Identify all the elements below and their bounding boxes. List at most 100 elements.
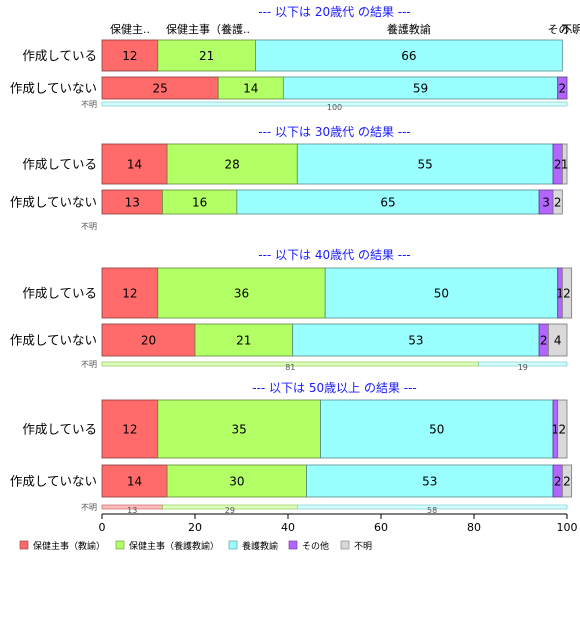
segment-value-label-unknown: 29 (225, 506, 235, 515)
panel-title: --- 以下は 50歳以上 の結果 --- (252, 381, 417, 395)
panel-title: --- 以下は 20歳代 の結果 --- (258, 5, 411, 19)
category-header-label: 不明 (561, 23, 580, 36)
bar-segment (561, 143, 568, 185)
row-label: 作成している (22, 286, 97, 301)
bar-segment (320, 399, 554, 459)
x-tick-label: 20 (188, 521, 202, 534)
bar-segment (561, 267, 573, 319)
row-label-unknown: 不明 (81, 100, 97, 109)
bar-segment (306, 464, 554, 498)
bar-segment (157, 399, 321, 459)
x-tick-label: 0 (99, 521, 106, 534)
bar-segment (157, 267, 326, 319)
row-label-unknown: 不明 (81, 503, 97, 512)
bar-segment (255, 39, 563, 72)
legend-swatch (340, 540, 350, 550)
segment-value-label: 59 (413, 82, 428, 96)
bar-segment (194, 323, 294, 357)
legend-label: 不明 (354, 541, 372, 552)
x-tick-label: 100 (557, 521, 578, 534)
bar-segment (236, 189, 540, 215)
segment-value-label: 2 (554, 196, 562, 210)
segment-value-label: 1 (556, 287, 564, 301)
segment-value-label-unknown: 81 (285, 363, 295, 372)
segment-value-label: 2 (563, 287, 571, 301)
panel-title: --- 以下は 40歳代 の結果 --- (258, 248, 411, 262)
segment-value-label: 36 (234, 287, 249, 301)
segment-value-label-unknown: 13 (127, 506, 137, 515)
bar-segment (166, 143, 298, 185)
bar-segment (162, 189, 238, 215)
legend-label: 養護教諭 (242, 540, 278, 552)
category-header-label: その.. (548, 23, 577, 36)
segment-value-label: 4 (554, 334, 562, 348)
category-header-label: 保健主事（養護.. (166, 22, 250, 36)
bar-segment (552, 189, 563, 215)
row-label-unknown: 不明 (81, 222, 97, 231)
segment-value-label: 2 (540, 334, 548, 348)
legend-swatch (115, 540, 125, 550)
segment-value-label: 2 (563, 475, 571, 489)
category-header-label: 養護教諭 (387, 22, 431, 36)
segment-value-label: 21 (236, 334, 251, 348)
segment-value-label: 14 (127, 158, 142, 172)
segment-value-label: 21 (199, 49, 214, 63)
bar-segment (557, 76, 568, 100)
x-tick-label: 60 (374, 521, 388, 534)
row-label: 作成していない (10, 474, 97, 489)
bar-segment-unknown (478, 361, 568, 367)
segment-value-label: 55 (418, 158, 433, 172)
bar-segment (296, 143, 554, 185)
bar-segment-unknown (101, 101, 568, 107)
legend-swatch (19, 540, 29, 550)
segment-value-label: 2 (559, 423, 567, 437)
row-label: 作成している (22, 48, 97, 63)
segment-value-label: 50 (434, 287, 449, 301)
x-tick-label: 80 (467, 521, 481, 534)
row-label: 作成している (22, 157, 97, 172)
segment-value-label: 12 (122, 287, 137, 301)
segment-value-label: 53 (408, 334, 423, 348)
segment-value-label: 28 (225, 158, 240, 172)
segment-value-label: 14 (243, 82, 258, 96)
bar-segment-unknown (296, 504, 568, 510)
bar-segment (561, 464, 573, 498)
segment-value-label: 2 (559, 82, 567, 96)
segment-value-label: 20 (141, 334, 156, 348)
segment-value-label: 65 (380, 196, 395, 210)
segment-value-label: 1 (552, 423, 560, 437)
segment-value-label-unknown: 58 (427, 506, 437, 515)
legend-label: 保健主事（養護教諭） (129, 540, 219, 552)
row-label: 作成していない (10, 81, 97, 96)
segment-value-label: 30 (229, 475, 244, 489)
legend-swatch (288, 540, 298, 550)
segment-value-label: 12 (122, 423, 137, 437)
legend-label: 保健主事（教諭） (33, 540, 105, 552)
segment-value-label: 2 (554, 158, 562, 172)
x-tick-label: 40 (281, 521, 295, 534)
bar-segment (101, 323, 196, 357)
segment-value-label-unknown: 19 (518, 363, 528, 372)
segment-value-label: 16 (192, 196, 207, 210)
segment-value-label: 25 (152, 82, 167, 96)
panel-title: --- 以下は 30歳代 の結果 --- (258, 125, 411, 139)
bar-segment (157, 39, 256, 72)
segment-value-label: 13 (125, 196, 140, 210)
row-label-unknown: 不明 (81, 360, 97, 369)
row-label: 作成していない (10, 195, 97, 210)
row-label: 作成している (22, 422, 97, 437)
segment-value-label-unknown: 100 (327, 103, 342, 112)
segment-value-label: 2 (554, 475, 562, 489)
row-label: 作成していない (10, 333, 97, 348)
bar-segment (548, 323, 568, 357)
legend-label: その他 (302, 540, 329, 552)
segment-value-label: 14 (127, 475, 142, 489)
segment-value-label: 53 (422, 475, 437, 489)
segment-value-label: 66 (401, 49, 416, 63)
bar-segment (101, 399, 159, 459)
bar-segment (101, 189, 163, 215)
bar-segment (324, 267, 559, 319)
segment-value-label: 35 (232, 423, 247, 437)
segment-value-label: 12 (122, 49, 137, 63)
